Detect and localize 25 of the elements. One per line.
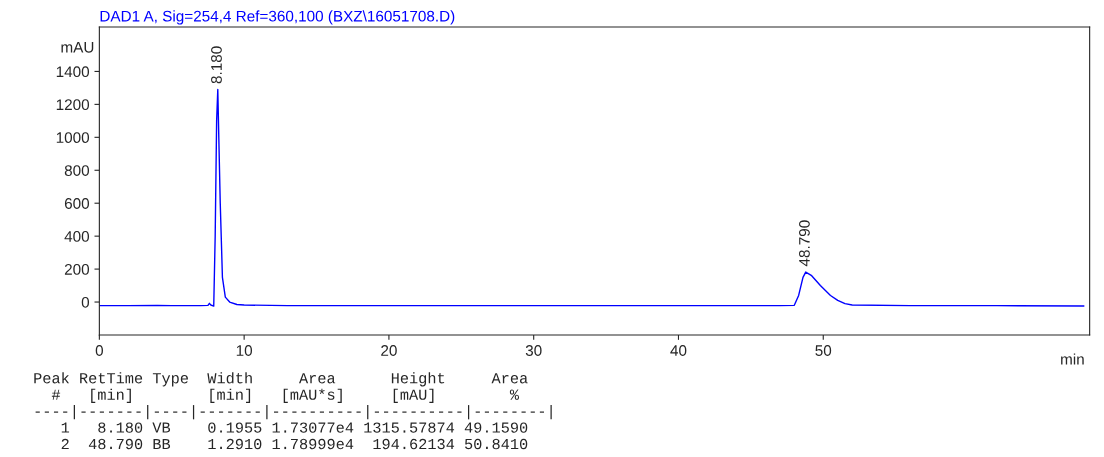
text: # [min] [min] [mAU*s] [mAU] % — [51, 388, 520, 403]
y-tick-label: 1200 — [56, 99, 90, 111]
x-tick-label: 10 — [236, 345, 253, 356]
y-tick-label: 1000 — [56, 132, 90, 144]
y-tick-label: 0 — [81, 296, 90, 308]
annotation: 8.180 — [211, 46, 222, 84]
x-tick-label: 0 — [95, 345, 104, 356]
text: Peak RetTime Type Width Area Height Area — [34, 372, 528, 387]
y-axis-title: mAU — [61, 41, 94, 53]
line-series — [99, 88, 1085, 307]
text: 1 8.180 VB 0.1955 1.73077e4 1315.57874 49.1590 — [61, 422, 528, 433]
text: ----|-------|----|-------|----------|----------|--------| — [35, 405, 552, 420]
y-tick-label: 400 — [64, 231, 90, 242]
y-tick-label: 600 — [64, 198, 90, 209]
x-axis-title: min — [1061, 353, 1084, 365]
x-tick-label: 40 — [670, 345, 687, 356]
y-tick-label: 800 — [64, 165, 90, 176]
annotation: 48.790 — [799, 220, 810, 267]
x-tick-label: 30 — [525, 345, 542, 356]
text: 2 48.790 BB 1.2910 1.78999e4 194.62134 50.8410 — [61, 438, 528, 450]
chart-title: DAD1 A, Sig=254,4 Ref=360,100 (BXZ\16051708.D) — [100, 10, 455, 25]
y-tick-label: 1400 — [56, 66, 90, 78]
x-tick-label: 50 — [815, 345, 832, 356]
y-tick-label: 200 — [64, 263, 90, 275]
x-tick-label: 20 — [381, 345, 397, 356]
